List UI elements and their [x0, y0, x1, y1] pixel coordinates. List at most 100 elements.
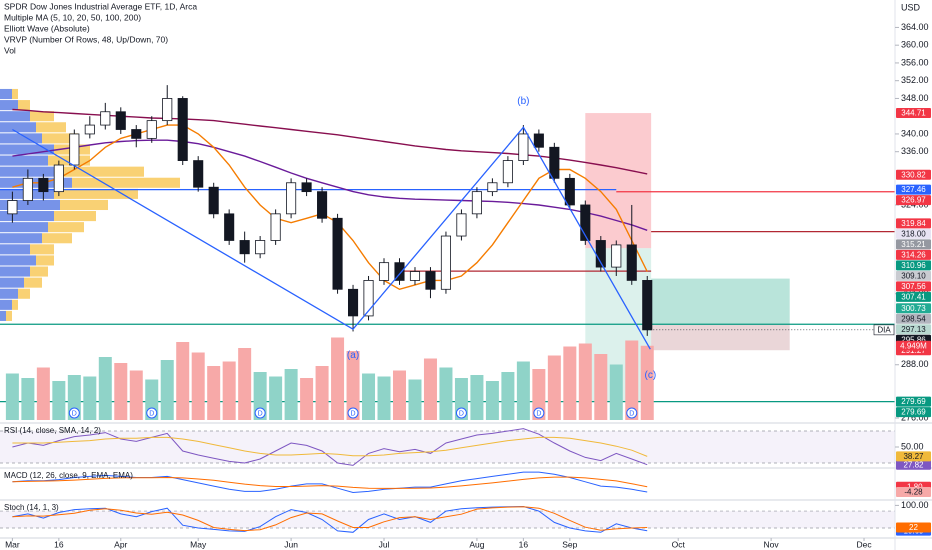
price-tag — [896, 239, 931, 250]
vrvp-down — [36, 255, 54, 266]
vrvp-up — [0, 255, 36, 266]
vrvp-up — [0, 133, 42, 144]
vrvp-up — [0, 144, 54, 155]
price-tag-label: 326.97 — [901, 196, 926, 205]
volume-bar — [594, 354, 608, 420]
candle-body — [177, 98, 188, 161]
position-stop-zone — [585, 113, 652, 249]
elliott-wave — [12, 126, 651, 350]
volume-bar — [253, 372, 267, 420]
candle-body — [564, 177, 575, 206]
x-tick-label: 16 — [519, 539, 529, 549]
vrvp-up — [0, 244, 30, 255]
price-tag-label: 279.69 — [901, 408, 926, 417]
vrvp-up — [0, 100, 18, 111]
price-tag — [896, 324, 931, 335]
volume-bar — [36, 367, 50, 420]
volume-bar — [160, 360, 174, 420]
x-tick-label: Mar — [5, 539, 20, 549]
position-stop-zone — [651, 324, 790, 351]
vrvp-up — [0, 266, 30, 277]
volume-bar — [625, 340, 639, 420]
candle-body — [347, 288, 359, 317]
dividend-label: D — [258, 410, 263, 417]
stoch-tag-label: 22 — [909, 523, 918, 532]
rsi-line — [12, 436, 648, 457]
volume-bar — [563, 346, 577, 420]
volume-bar — [470, 375, 484, 420]
vrvp-up — [0, 310, 6, 321]
volume-bar — [485, 381, 499, 420]
x-tick-label: May — [190, 539, 207, 549]
candle-body — [378, 262, 390, 281]
symbol-label: DIA — [877, 325, 891, 334]
candle-body — [471, 191, 482, 215]
chart-title: SPDR Dow Jones Industrial Average ETF, 1… — [4, 1, 197, 11]
candle-body — [363, 280, 374, 317]
candle-body — [332, 217, 343, 290]
price-tag — [896, 407, 931, 418]
y-tick-label: 352.00 — [901, 75, 929, 85]
candle-body — [115, 111, 126, 130]
x-tick-label: Jul — [379, 539, 390, 549]
y-tick-label: 50.00 — [901, 441, 924, 451]
price-tag — [896, 270, 931, 281]
volume-bar — [609, 364, 623, 420]
vrvp-down — [12, 88, 18, 100]
price-tag-label: 327.46 — [901, 185, 926, 194]
dividend-marker — [533, 407, 545, 419]
moving-average — [12, 124, 648, 291]
volume-bar — [21, 378, 35, 420]
legend: SPDR Dow Jones Industrial Average ETF, 1… — [4, 1, 197, 55]
volume-bar — [377, 376, 391, 420]
price-tag — [896, 184, 931, 195]
rsi-tag-label: 38.27 — [903, 452, 924, 461]
candle-body — [518, 133, 529, 161]
y-tick-label: 364.00 — [901, 22, 929, 32]
vrvp-down — [30, 266, 48, 277]
price-tag-label: 330.82 — [901, 170, 926, 179]
price-tag-label: 295.86 — [901, 335, 926, 344]
vrvp-up — [0, 166, 60, 177]
price-tag — [896, 303, 931, 314]
candle-body — [146, 120, 157, 139]
vrvp-down — [42, 133, 78, 144]
vrvp-down — [72, 177, 180, 188]
dividend-label: D — [459, 410, 464, 417]
volume-bar — [98, 357, 112, 420]
x-tick-label: Jun — [284, 539, 298, 549]
price-tag-label: 307.41 — [901, 293, 926, 302]
volume-bar — [52, 381, 66, 420]
y-tick-label: 348.00 — [901, 93, 929, 103]
candle-body — [301, 182, 312, 193]
indicator-band — [0, 511, 895, 529]
elliott-label: (b) — [517, 96, 529, 107]
price-tag — [896, 313, 931, 324]
candle-body — [53, 164, 64, 193]
volume-bar — [516, 361, 530, 420]
x-tick-label: Oct — [672, 539, 686, 549]
macd-tag — [896, 487, 931, 498]
candle-body — [239, 240, 250, 255]
candle-body — [193, 160, 204, 188]
vrvp-down — [12, 299, 18, 310]
dividend-label: D — [149, 410, 154, 417]
price-tag — [896, 195, 931, 206]
vrvp-down — [42, 233, 72, 244]
position-target-zone — [651, 278, 790, 325]
candle-body — [22, 177, 33, 201]
price-tag — [896, 228, 931, 239]
unit-label: USD — [901, 2, 921, 12]
y-tick-label: 288.00 — [901, 359, 929, 369]
x-tick-label: Apr — [114, 539, 127, 549]
price-tag-label: 315.21 — [901, 240, 926, 249]
price-tag — [896, 396, 931, 407]
volume-bar — [191, 352, 205, 420]
candle-body — [255, 240, 266, 255]
candle-body — [409, 271, 421, 281]
candle-body — [440, 235, 451, 290]
candle-body — [487, 182, 498, 193]
price-tag — [896, 108, 931, 119]
y-tick-label: 340.00 — [901, 128, 929, 138]
